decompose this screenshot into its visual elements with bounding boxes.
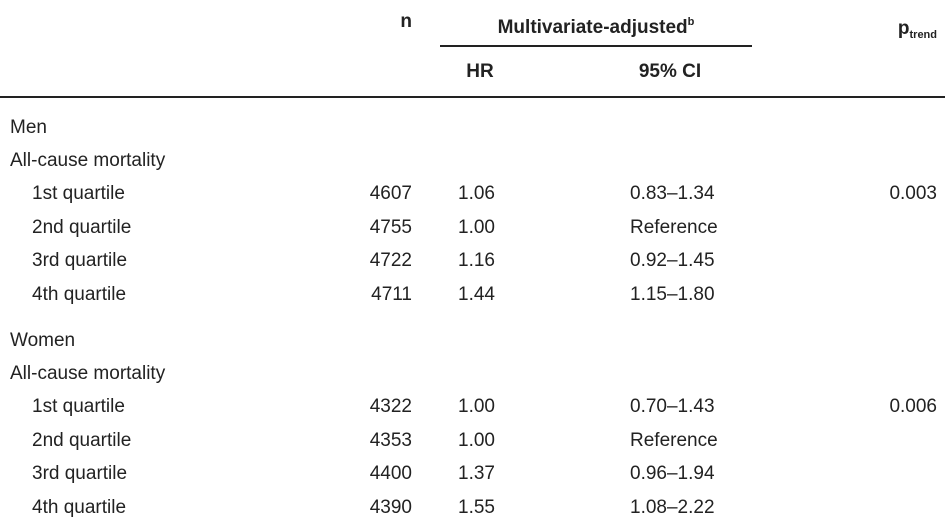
header-ci: 95% CI: [638, 61, 702, 82]
cell-ci: Reference: [630, 429, 718, 451]
cell-hr: 1.37: [458, 463, 495, 484]
cell-hr: 1.55: [458, 496, 495, 518]
cell-p-trend: 0.003: [889, 183, 937, 204]
cell-ci: 0.96–1.94: [630, 463, 715, 484]
cell-hr: 1.06: [458, 183, 495, 204]
row-label: 3rd quartile: [32, 250, 128, 271]
row-label: 1st quartile: [32, 183, 125, 204]
cell-ci: 0.92–1.45: [630, 250, 715, 271]
cell-n: 4400: [369, 463, 412, 484]
row-label: 4th quartile: [32, 496, 127, 518]
cell-n: 4390: [369, 496, 412, 518]
group-label: Men: [10, 117, 47, 138]
cell-p-trend: 0.006: [889, 396, 937, 417]
row-label: 1st quartile: [32, 396, 125, 417]
cell-ci: 1.08–2.22: [630, 496, 715, 518]
outcome-label: All-cause mortality: [10, 363, 166, 384]
header-n: n: [400, 11, 412, 32]
row-label: 4th quartile: [32, 283, 127, 305]
row-label: 3rd quartile: [32, 463, 128, 484]
cell-ci: 0.70–1.43: [630, 396, 715, 417]
header-p: p: [897, 18, 910, 39]
cell-n: 4607: [369, 183, 412, 204]
header-adjusted: Multivariate-adjustedb: [440, 11, 752, 39]
row-label: 2nd quartile: [32, 216, 132, 238]
header-hr: HR: [466, 61, 494, 82]
cell-hr: 1.00: [458, 216, 495, 238]
cell-ci: 0.83–1.34: [630, 183, 715, 204]
cell-hr: 1.00: [458, 396, 495, 417]
header-p-trend: ptrend: [830, 18, 937, 46]
cell-n: 4322: [369, 396, 412, 417]
header-p-sub: trend: [909, 29, 938, 41]
group-label: Women: [10, 330, 76, 351]
header-adjusted-label: Multivariate-adjusted: [497, 17, 688, 38]
cell-hr: 1.16: [458, 250, 495, 271]
cell-hr: 1.44: [458, 283, 495, 305]
header-rule: [440, 45, 752, 47]
cell-n: 4711: [371, 283, 412, 305]
cell-ci: 1.15–1.80: [630, 283, 715, 305]
row-label: 2nd quartile: [32, 429, 132, 451]
header-bottom-rule: [0, 96, 945, 98]
cell-n: 4722: [369, 250, 412, 271]
cell-hr: 1.00: [458, 429, 495, 451]
cell-n: 4353: [369, 429, 412, 451]
footnote-mark: b: [687, 16, 695, 28]
cell-n: 4755: [369, 216, 412, 238]
outcome-label: All-cause mortality: [10, 150, 166, 171]
cell-ci: Reference: [630, 216, 718, 238]
